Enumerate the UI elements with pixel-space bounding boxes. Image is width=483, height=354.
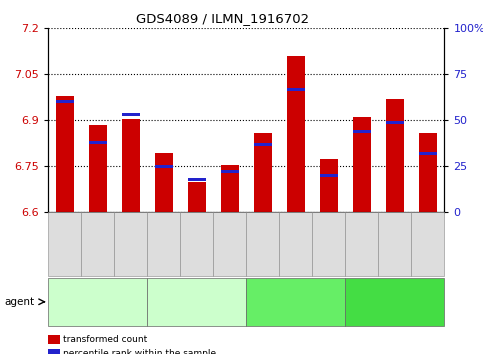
Text: GSM766677: GSM766677 bbox=[95, 223, 101, 266]
Text: GSM766679: GSM766679 bbox=[359, 223, 365, 266]
Bar bbox=[155, 165, 173, 168]
Text: percentile rank within the sample: percentile rank within the sample bbox=[63, 349, 216, 354]
Bar bbox=[254, 143, 272, 146]
Text: GDS4089 / ILMN_1916702: GDS4089 / ILMN_1916702 bbox=[136, 12, 309, 25]
Bar bbox=[155, 153, 173, 212]
Text: GSM766680: GSM766680 bbox=[392, 223, 398, 266]
Bar bbox=[287, 87, 305, 91]
Text: agent: agent bbox=[5, 297, 35, 307]
Bar bbox=[122, 119, 140, 212]
Bar bbox=[353, 130, 371, 133]
Bar bbox=[419, 152, 437, 155]
Bar bbox=[56, 101, 74, 103]
Bar bbox=[122, 113, 140, 116]
Bar bbox=[188, 178, 206, 181]
Bar bbox=[89, 125, 107, 212]
Text: control: control bbox=[83, 297, 113, 306]
Text: GSM766687: GSM766687 bbox=[326, 223, 332, 266]
Bar bbox=[320, 159, 338, 212]
Text: GSM766681: GSM766681 bbox=[425, 223, 431, 266]
Text: GSM766678: GSM766678 bbox=[128, 223, 134, 266]
Bar bbox=[287, 56, 305, 212]
Text: Estrogen: Estrogen bbox=[376, 297, 413, 306]
Bar bbox=[254, 133, 272, 212]
Text: transformed count: transformed count bbox=[63, 335, 147, 344]
Bar bbox=[386, 121, 404, 124]
Bar bbox=[221, 170, 239, 173]
Text: GSM766684: GSM766684 bbox=[227, 223, 233, 266]
Bar bbox=[419, 133, 437, 212]
Text: GSM766685: GSM766685 bbox=[260, 223, 266, 266]
Text: Bortezomib (Velcade) +
Estrogen: Bortezomib (Velcade) + Estrogen bbox=[246, 292, 346, 312]
Bar bbox=[221, 165, 239, 212]
Text: GSM766686: GSM766686 bbox=[293, 223, 299, 266]
Text: GSM766683: GSM766683 bbox=[194, 223, 200, 266]
Bar bbox=[386, 99, 404, 212]
Bar bbox=[89, 141, 107, 144]
Bar bbox=[353, 117, 371, 212]
Bar bbox=[188, 182, 206, 212]
Bar bbox=[320, 174, 338, 177]
Text: Bortezomib
(Velcade): Bortezomib (Velcade) bbox=[172, 292, 221, 312]
Bar bbox=[56, 96, 74, 212]
Text: GSM766676: GSM766676 bbox=[62, 223, 68, 266]
Text: GSM766682: GSM766682 bbox=[161, 223, 167, 266]
